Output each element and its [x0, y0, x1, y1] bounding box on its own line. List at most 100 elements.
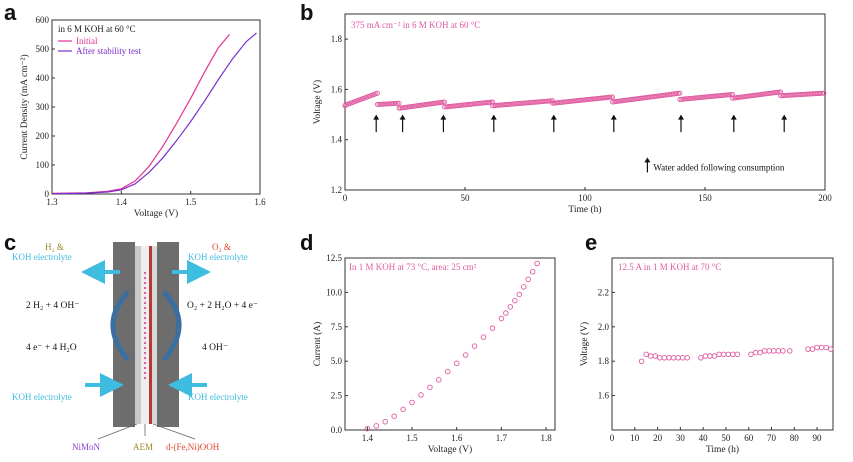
right-bottom-label: KOH electrolyte: [188, 392, 248, 402]
voltage-point: [529, 100, 535, 106]
voltage-point: [371, 91, 377, 97]
voltage-point: [657, 355, 663, 361]
x-axis-label-b: Time (h): [568, 204, 601, 215]
x-tick-label-b: 0: [343, 193, 348, 203]
water-added-arrowhead: [440, 114, 447, 120]
voltage-point: [521, 100, 527, 106]
voltage-point: [725, 351, 731, 358]
voltage-point: [788, 92, 794, 98]
voltage-point: [610, 94, 616, 100]
voltage-point: [359, 96, 365, 102]
voltage-point: [647, 353, 654, 359]
voltage-point: [821, 90, 827, 96]
voltage-point: [467, 101, 473, 107]
voltage-point: [710, 93, 716, 99]
x-tick-label-b: 100: [578, 193, 592, 203]
voltage-point: [419, 102, 425, 108]
voltage-point: [379, 101, 385, 107]
voltage-point: [779, 93, 785, 99]
voltage-point: [791, 92, 797, 98]
voltage-point: [727, 92, 733, 98]
voltage-point: [814, 344, 820, 351]
voltage-point: [476, 100, 482, 106]
voltage-point: [361, 95, 367, 101]
voltage-point: [668, 91, 674, 97]
voltage-point: [719, 92, 725, 98]
voltage-point: [775, 89, 781, 95]
voltage-point: [690, 95, 696, 101]
reaction-arrow-right: [162, 290, 182, 362]
voltage-point: [496, 102, 502, 108]
voltage-point: [491, 103, 497, 109]
voltage-point: [778, 89, 784, 95]
voltage-point: [730, 351, 736, 358]
voltage-point: [651, 94, 657, 100]
voltage-point: [800, 91, 806, 97]
voltage-point: [602, 95, 608, 101]
nimon-label: NiMoN: [72, 442, 101, 452]
right-equation-1: O₂ + 2 H₂O + 4 e⁻: [187, 301, 258, 311]
water-added-arrowhead: [610, 114, 617, 120]
voltage-point: [586, 96, 592, 102]
voltage-point: [653, 93, 659, 99]
current-point: [534, 260, 540, 267]
y-axis-label-b: Voltage (V): [312, 80, 323, 124]
voltage-point: [625, 97, 631, 103]
voltage-point: [775, 348, 782, 354]
voltage-point: [589, 96, 595, 102]
voltage-point: [377, 101, 383, 107]
voltage-point: [780, 348, 786, 354]
voltage-point: [342, 103, 348, 109]
x-tick-label-a: 1.3: [46, 197, 58, 207]
right-top-line2: KOH electrolyte: [188, 252, 248, 262]
plot-frame-d: [344, 257, 556, 431]
y-tick-label-d: 7.5: [331, 322, 343, 332]
voltage-point: [605, 94, 611, 100]
voltage-point: [656, 93, 662, 99]
voltage-point: [748, 351, 754, 358]
voltage-point: [499, 102, 505, 108]
voltage-point: [680, 96, 686, 102]
voltage-point: [781, 93, 787, 99]
voltage-point: [642, 95, 648, 101]
current-point: [418, 392, 424, 398]
voltage-point: [766, 91, 772, 97]
voltage-point: [819, 90, 825, 96]
voltage-point: [678, 96, 684, 102]
water-added-arrowhead: [550, 114, 557, 120]
voltage-point: [460, 102, 466, 108]
voltage-point: [425, 101, 431, 107]
voltage-point: [571, 98, 577, 104]
voltage-point: [764, 91, 770, 97]
voltage-point: [725, 92, 731, 98]
y-tick-label-a: 500: [36, 44, 50, 54]
voltage-point: [490, 99, 496, 105]
voltage-point: [815, 91, 821, 97]
voltage-point: [790, 92, 796, 98]
y-tick-label-e: 1.6: [598, 391, 610, 401]
voltage-point: [641, 95, 647, 101]
voltage-point: [752, 92, 758, 98]
voltage-point: [686, 96, 692, 102]
voltage-point: [616, 98, 622, 104]
voltage-point: [509, 101, 515, 107]
x-tick-label-d: 1.8: [540, 433, 552, 443]
voltage-point: [442, 99, 448, 105]
voltage-point: [736, 94, 742, 100]
voltage-point: [432, 100, 438, 106]
voltage-point: [798, 92, 804, 98]
voltage-point: [466, 102, 472, 108]
voltage-point: [391, 101, 397, 107]
voltage-point: [635, 96, 641, 102]
series-line-after-stability: [51, 32, 257, 195]
voltage-point: [548, 98, 554, 104]
voltage-point: [803, 91, 809, 97]
aem-membrane: [141, 246, 149, 424]
voltage-point: [388, 101, 394, 107]
voltage-point: [356, 97, 362, 103]
voltage-point: [577, 97, 583, 103]
voltage-point: [614, 98, 620, 104]
x-tick-label-e: 70: [767, 433, 777, 443]
voltage-point: [752, 349, 759, 356]
y-tick-label-a: 200: [36, 131, 50, 141]
